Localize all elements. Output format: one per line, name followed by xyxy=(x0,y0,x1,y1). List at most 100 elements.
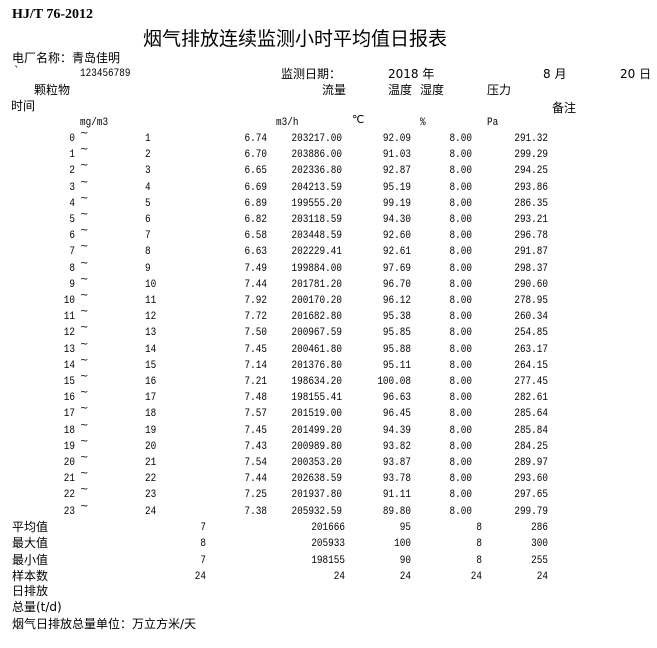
daily-emission-label: 日排放 xyxy=(12,584,49,598)
flow-value: 201937.80 xyxy=(291,489,342,502)
summary-value: 300 xyxy=(531,538,548,551)
flow-value: 200989.80 xyxy=(291,440,342,453)
pm-value: 7.50 xyxy=(244,327,267,340)
humidity-value: 8.00 xyxy=(449,133,472,145)
hour-to: 16 xyxy=(145,376,157,388)
summary-value: 201666 xyxy=(311,522,345,534)
hour-from: 9 xyxy=(69,278,75,291)
summary-value: 8 xyxy=(476,538,482,551)
hour-to: 4 xyxy=(145,181,151,194)
pressure-value: 291.87 xyxy=(514,246,548,259)
summary-label: 最大值 xyxy=(12,536,49,551)
hour-to: 5 xyxy=(145,197,151,210)
hour-from: 6 xyxy=(69,230,75,243)
humidity-value: 8.00 xyxy=(449,197,472,210)
temp-value: 99.19 xyxy=(382,197,411,210)
humidity-value: 8.00 xyxy=(449,457,472,469)
unit-flow: m3/h xyxy=(276,117,299,129)
temp-value: 100.08 xyxy=(377,376,411,388)
hour-from: 2 xyxy=(69,165,75,178)
summary-value: 198155 xyxy=(311,554,345,567)
pressure-value: 299.79 xyxy=(514,505,548,518)
hour-to: 15 xyxy=(145,359,157,372)
hour-from: 19 xyxy=(63,440,75,453)
humidity-value: 8.00 xyxy=(449,424,472,437)
hour-to: 13 xyxy=(145,327,157,340)
hour-to: 2 xyxy=(145,149,151,162)
humidity-value: 8.00 xyxy=(449,392,472,405)
hour-to: 19 xyxy=(145,424,157,437)
pm-value: 7.45 xyxy=(244,424,267,437)
tilde-separator: ~ xyxy=(80,306,89,318)
hour-to: 22 xyxy=(145,473,157,486)
hour-from: 18 xyxy=(63,424,75,437)
pm-value: 7.38 xyxy=(244,505,267,518)
humidity-value: 8.00 xyxy=(449,376,472,388)
report-title: 烟气排放连续监测小时平均值日报表 xyxy=(143,28,448,50)
hour-to: 8 xyxy=(145,246,151,259)
pm-value: 7.21 xyxy=(244,376,267,388)
header-pm: 颗粒物 xyxy=(34,83,71,97)
hour-from: 11 xyxy=(63,311,75,324)
pm-value: 7.44 xyxy=(244,473,267,486)
temp-value: 92.61 xyxy=(382,246,411,259)
pm-value: 7.45 xyxy=(244,343,267,356)
summary-value: 24 xyxy=(536,570,548,583)
plant-code: 123456789 xyxy=(80,68,131,80)
hour-to: 3 xyxy=(145,165,151,178)
pm-value: 7.92 xyxy=(244,295,267,307)
temp-value: 93.87 xyxy=(382,457,411,469)
summary-value: 100 xyxy=(394,538,411,551)
pm-value: 6.65 xyxy=(244,165,267,178)
pm-value: 7.54 xyxy=(244,457,267,469)
plant-name: 电厂名称：青岛佳明 xyxy=(12,51,121,65)
temp-value: 95.11 xyxy=(382,359,411,372)
pressure-value: 260.34 xyxy=(514,311,548,324)
unit-temp: ℃ xyxy=(352,113,365,126)
pressure-value: 294.25 xyxy=(514,165,548,178)
hour-from: 20 xyxy=(63,457,75,469)
summary-value: 95 xyxy=(399,522,411,534)
flow-value: 201519.00 xyxy=(291,408,342,421)
humidity-value: 8.00 xyxy=(449,343,472,356)
temp-value: 91.11 xyxy=(382,489,411,502)
hour-to: 24 xyxy=(145,505,157,518)
humidity-value: 8.00 xyxy=(449,214,472,226)
pm-value: 7.72 xyxy=(244,311,267,324)
pressure-value: 296.78 xyxy=(514,230,548,243)
summary-value: 205933 xyxy=(311,538,345,551)
hour-from: 15 xyxy=(63,376,75,388)
hour-from: 4 xyxy=(69,197,75,210)
pressure-value: 298.37 xyxy=(514,262,548,275)
summary-value: 8 xyxy=(476,522,482,534)
summary-value: 8 xyxy=(200,538,206,551)
date-month: 8 月 xyxy=(543,67,567,81)
flow-value: 201781.20 xyxy=(291,278,342,291)
tilde-separator: ~ xyxy=(80,403,89,415)
temp-value: 92.60 xyxy=(382,230,411,243)
header-time: 时间 xyxy=(11,99,36,113)
humidity-value: 8.00 xyxy=(449,473,472,486)
humidity-value: 8.00 xyxy=(449,230,472,243)
header-remark: 备注 xyxy=(552,101,577,115)
date-year: 2018 年 xyxy=(388,67,435,81)
humidity-value: 8.00 xyxy=(449,311,472,324)
humidity-value: 8.00 xyxy=(449,165,472,178)
summary-value: 90 xyxy=(399,554,411,567)
humidity-value: 8.00 xyxy=(449,440,472,453)
tilde-separator: ~ xyxy=(80,419,89,431)
pm-value: 6.70 xyxy=(244,149,267,162)
pm-value: 7.14 xyxy=(244,359,267,372)
pm-value: 6.74 xyxy=(244,133,267,145)
pressure-value: 284.25 xyxy=(514,440,548,453)
hour-from: 21 xyxy=(63,473,75,486)
temp-value: 97.69 xyxy=(382,262,411,275)
hour-to: 14 xyxy=(145,343,157,356)
tilde-separator: ~ xyxy=(80,225,89,237)
summary-value: 8 xyxy=(476,554,482,567)
tilde-separator: ~ xyxy=(80,176,89,188)
pm-value: 6.63 xyxy=(244,246,267,259)
summary-label: 样本数 xyxy=(12,568,49,583)
tilde-separator: ~ xyxy=(80,452,89,463)
flow-value: 203217.00 xyxy=(291,133,342,145)
